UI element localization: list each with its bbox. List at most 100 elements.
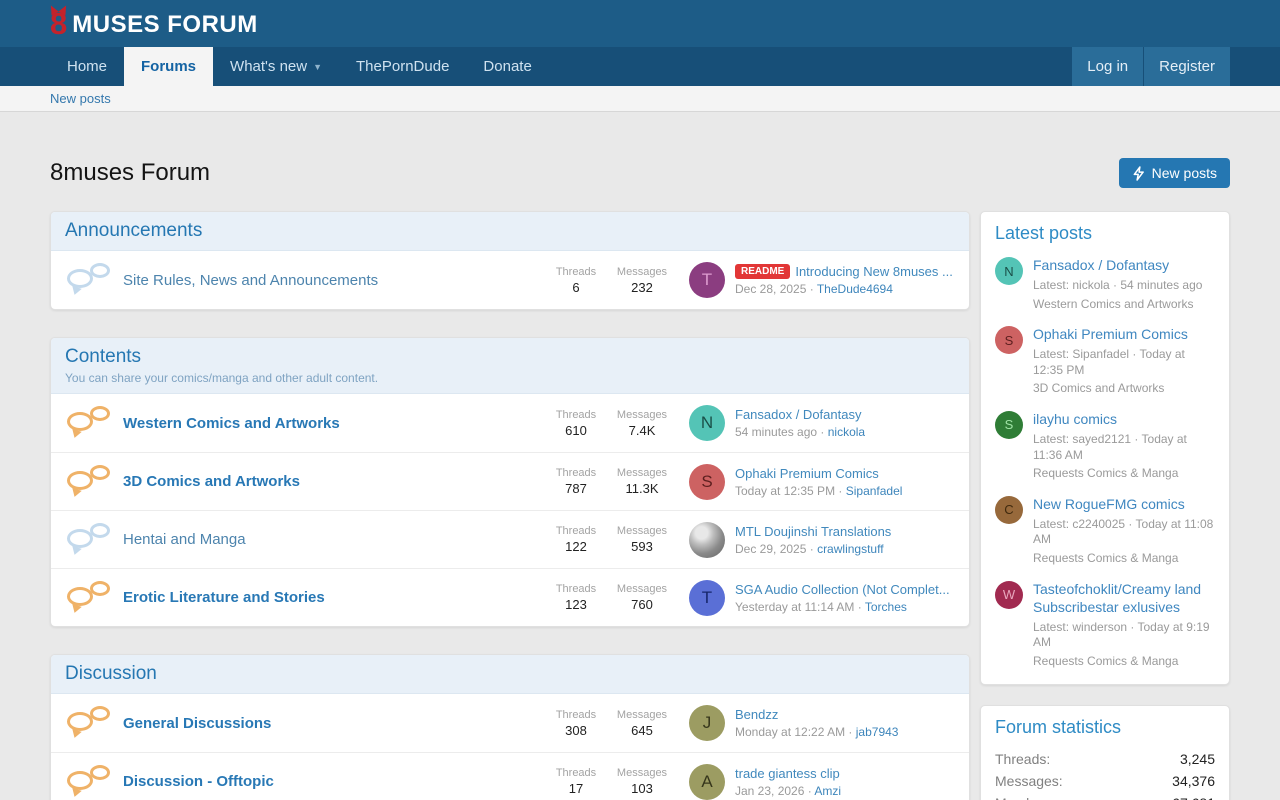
avatar[interactable]: N	[995, 257, 1023, 285]
forum-row: Hentai and Manga Threads 122 Messages 593 …	[51, 510, 969, 568]
latest-thread-link[interactable]: Introducing New 8muses ...	[795, 264, 953, 279]
latest-thread-link[interactable]: Bendzz	[735, 707, 779, 722]
latest-user-link[interactable]: jab7943	[855, 725, 899, 739]
avatar[interactable]: A	[689, 763, 725, 800]
latest-post-item: S Ophaki Premium Comics Latest: Sipanfad…	[981, 319, 1229, 404]
site-header: 8 MUSES FORUM	[0, 0, 1280, 47]
chat-bubbles-icon	[67, 464, 111, 503]
logo-text: MUSES FORUM	[72, 10, 258, 38]
forum-list: Announcements Site Rules, News and Annou…	[50, 211, 970, 800]
forum-row: Site Rules, News and Announcements Threa…	[51, 251, 969, 309]
messages-count: 7.4K	[628, 422, 656, 438]
latest-thread-link[interactable]: Ophaki Premium Comics	[735, 465, 879, 481]
latest-post-forum: 3D Comics and Artworks	[1033, 381, 1165, 396]
nav-item-theporndude[interactable]: ThePornDude	[356, 58, 450, 75]
threads-count: 787	[565, 481, 587, 496]
forum-link[interactable]: 3D Comics and Artworks	[123, 473, 300, 490]
threads-label: Threads	[555, 265, 597, 278]
breadcrumb-new-posts-link[interactable]: New posts	[50, 91, 111, 106]
category-title: Contents	[65, 346, 142, 367]
latest-post-meta: Latest: sayed2121 · Today at 11:36 AM	[1033, 431, 1187, 462]
forum-link[interactable]: Erotic Literature and Stories	[123, 589, 325, 606]
nav-item-donate[interactable]: Donate	[483, 58, 532, 75]
messages-count: 645	[631, 722, 653, 738]
register-button[interactable]: Register	[1144, 47, 1230, 86]
chat-bubbles-icon	[67, 580, 111, 619]
latest-date: Dec 28, 2025	[735, 282, 807, 296]
avatar[interactable]: S	[995, 410, 1023, 439]
stat-row-members: Members: 67,681	[995, 792, 1215, 800]
category-title: Announcements	[65, 220, 203, 241]
new-posts-button[interactable]: New posts	[1118, 158, 1230, 188]
category-announcements: Announcements Site Rules, News and Annou…	[50, 211, 970, 310]
category-discussion: Discussion General Discussions Threads 30…	[50, 654, 970, 800]
avatar[interactable]: W	[995, 580, 1023, 609]
messages-count: 103	[631, 781, 653, 796]
forum-link[interactable]: General Discussions	[123, 714, 272, 732]
nav-item-home[interactable]: Home	[67, 58, 108, 75]
threads-count: 17	[568, 781, 584, 796]
avatar[interactable]: T	[689, 262, 725, 298]
forum-link[interactable]: Western Comics and Artworks	[123, 414, 340, 432]
latest-thread-link[interactable]: SGA Audio Collection (Not Complet...	[735, 581, 950, 597]
threads-count: 123	[565, 597, 587, 612]
chat-bubbles-icon	[67, 522, 111, 561]
latest-post-title-link[interactable]: New RogueFMG comics	[1033, 495, 1185, 512]
forum-row: Discussion - Offtopic Threads 17 Messages…	[51, 752, 969, 800]
login-button[interactable]: Log in	[1072, 47, 1144, 86]
latest-thread-link[interactable]: trade giantess clip	[735, 765, 840, 781]
site-logo[interactable]: 8 MUSES FORUM	[50, 5, 258, 41]
stat-row-threads: Threads: 3,245	[995, 751, 1215, 768]
avatar[interactable]: C	[995, 495, 1023, 524]
latest-thread-link[interactable]: MTL Doujinshi Translations	[735, 523, 892, 539]
logo-devil-8-icon: 8	[50, 5, 68, 41]
chat-bubbles-icon	[67, 706, 111, 745]
avatar[interactable]: T	[689, 579, 725, 616]
forum-row: General Discussions Threads 308 Messages 6…	[51, 694, 969, 752]
messages-count: 11.3K	[625, 481, 659, 496]
forum-link[interactable]: Site Rules, News and Announcements	[123, 271, 379, 289]
threads-count: 610	[565, 422, 587, 438]
latest-post-forum: Requests Comics & Manga	[1033, 653, 1179, 668]
sidebar: Latest posts N Fansadox / Dofantasy Late…	[980, 211, 1230, 800]
latest-user-link[interactable]: TheDude4694	[816, 282, 893, 296]
latest-post-item: C New RogueFMG comics Latest: c2240025 ·…	[981, 489, 1229, 574]
latest-post-forum: Western Comics and Artworks	[1033, 296, 1194, 311]
messages-count: 593	[631, 539, 653, 554]
latest-user-link[interactable]: crawlingstuff	[817, 541, 884, 556]
breadcrumb-bar: New posts	[0, 86, 1280, 112]
latest-user-link[interactable]: nickola	[827, 425, 866, 439]
forum-row: 3D Comics and Artworks Threads 787 Messag…	[51, 452, 969, 510]
latest-user-link[interactable]: Torches	[864, 599, 907, 614]
avatar[interactable]: S	[689, 463, 725, 500]
latest-post-title-link[interactable]: ilayhu comics	[1033, 410, 1118, 427]
avatar[interactable]: S	[995, 326, 1023, 355]
latest-post-meta: Latest: nickola · 54 minutes ago	[1033, 278, 1203, 292]
lightning-bolt-icon	[1133, 165, 1144, 181]
widget-title: Forum statistics	[995, 717, 1122, 738]
category-header: Announcements	[51, 212, 969, 251]
chevron-down-icon: ▼	[313, 61, 323, 72]
stat-row-messages: Messages: 34,376	[995, 773, 1215, 790]
latest-post-title-link[interactable]: Fansadox / Dofantasy	[1033, 257, 1170, 273]
latest-post-title-link[interactable]: Tasteofchoklit/Creamy land Subscribestar…	[1033, 580, 1202, 615]
avatar[interactable]: J	[689, 705, 725, 741]
nav-item-whats-new[interactable]: What's new ▼	[230, 58, 323, 75]
latest-post-item: N Fansadox / Dofantasy Latest: nickola ·…	[981, 250, 1229, 319]
avatar-photo[interactable]	[689, 521, 725, 558]
latest-post-title-link[interactable]: Ophaki Premium Comics	[1033, 326, 1188, 343]
forum-link[interactable]: Discussion - Offtopic	[123, 773, 274, 790]
messages-count: 232	[631, 279, 653, 295]
latest-user-link[interactable]: Sipanfadel	[845, 483, 903, 498]
avatar[interactable]: N	[689, 405, 725, 441]
nav-item-forums[interactable]: Forums	[124, 47, 214, 86]
latest-thread-link[interactable]: Fansadox / Dofantasy	[735, 407, 862, 422]
forum-link[interactable]: Hentai and Manga	[123, 531, 246, 548]
latest-posts-widget: Latest posts N Fansadox / Dofantasy Late…	[980, 211, 1230, 686]
latest-post-meta: Latest: winderson · Today at 9:19 AM	[1033, 619, 1210, 650]
main-nav: Home Forums What's new ▼ ThePornDude Dona…	[0, 47, 1280, 86]
threads-count: 308	[565, 722, 587, 738]
forum-row: Erotic Literature and Stories Threads 123…	[51, 568, 969, 626]
latest-user-link[interactable]: Amzi	[814, 783, 842, 798]
threads-count: 6	[572, 279, 580, 295]
